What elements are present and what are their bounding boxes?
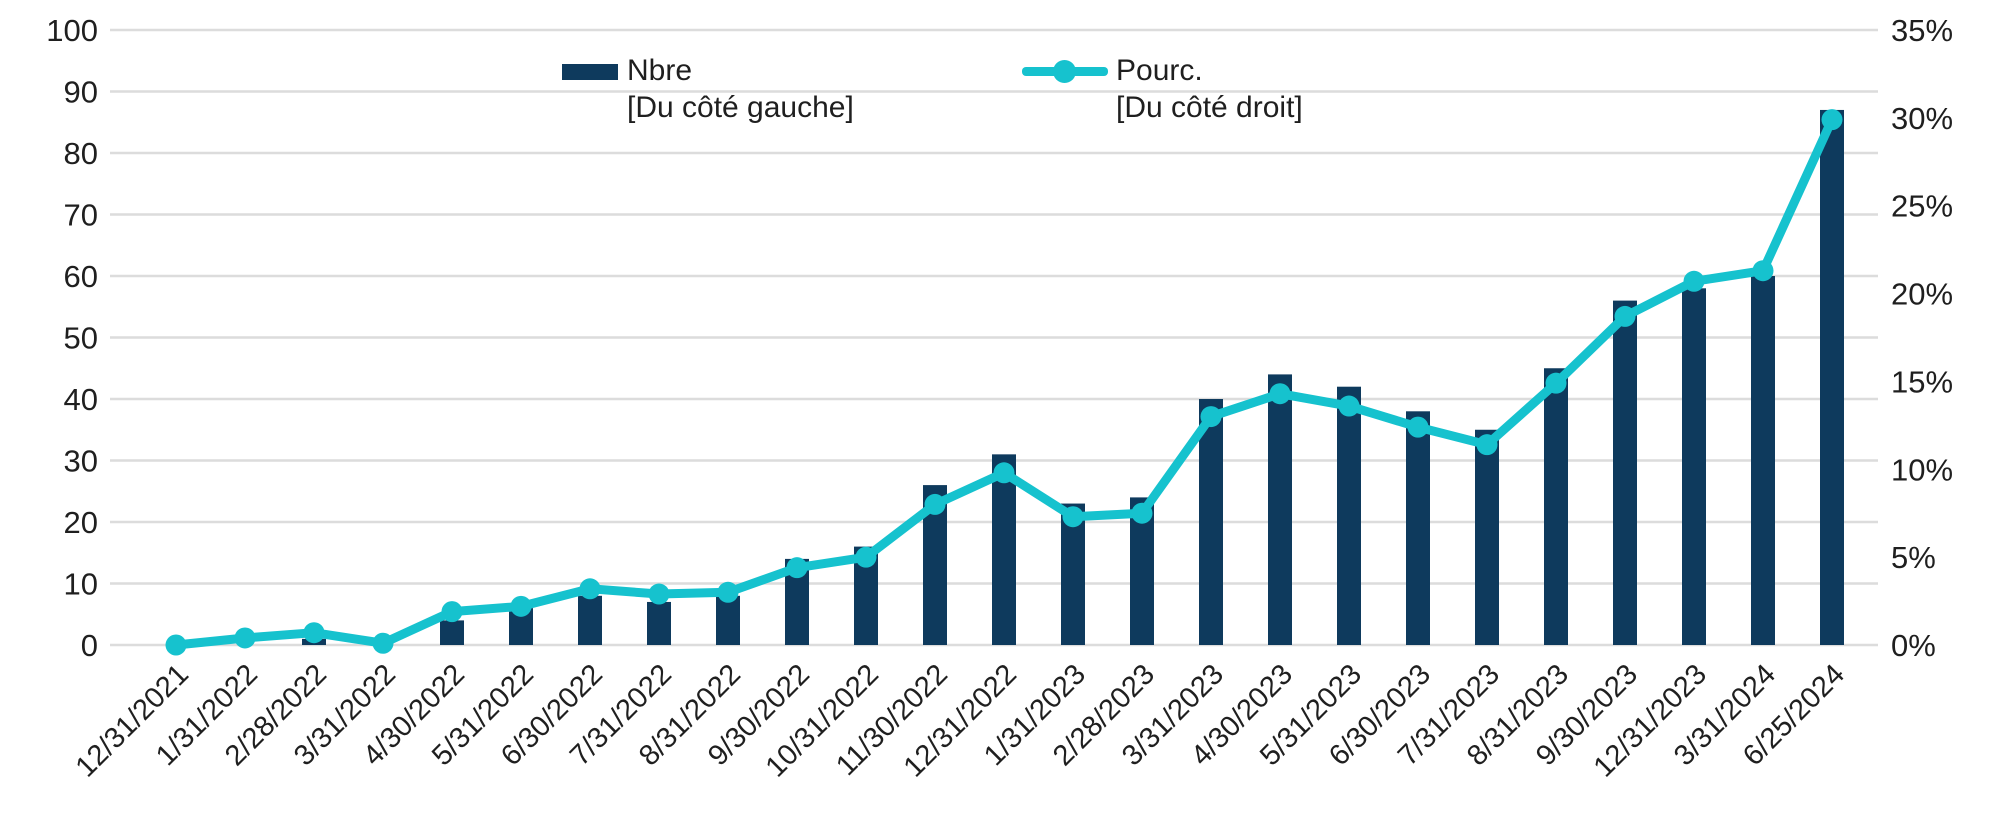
right-axis-tick-label: 15% xyxy=(1891,364,1953,399)
bar xyxy=(1268,374,1292,645)
line-marker xyxy=(510,595,532,617)
bar xyxy=(1682,288,1706,645)
legend-entry-pourc: Pourc. [Du côté droit] xyxy=(1116,52,1303,126)
bar xyxy=(440,620,464,645)
right-axis-tick-label: 5% xyxy=(1891,540,1936,575)
left-axis-tick-label: 0 xyxy=(81,628,98,663)
line-marker xyxy=(1752,260,1774,282)
line-marker xyxy=(1269,383,1291,405)
line-marker xyxy=(372,632,394,654)
bar xyxy=(992,454,1016,645)
right-axis-tick-label: 20% xyxy=(1891,277,1953,312)
bar xyxy=(1199,399,1223,645)
left-axis-tick-label: 60 xyxy=(64,259,98,294)
left-axis-tick-label: 90 xyxy=(64,75,98,110)
left-axis-labels: 0 10 20 30 40 50 60 70 80 90 100 xyxy=(46,13,98,663)
left-axis-tick-label: 80 xyxy=(64,136,98,171)
bar xyxy=(1337,386,1361,645)
legend-dot-icon xyxy=(1053,60,1076,83)
bar xyxy=(647,601,671,645)
left-axis-tick-label: 40 xyxy=(64,382,98,417)
bar xyxy=(578,595,602,645)
line-marker xyxy=(1200,406,1222,428)
line-marker xyxy=(441,601,463,623)
legend-line-marker xyxy=(1022,56,1108,86)
bar xyxy=(1544,368,1568,645)
line-marker xyxy=(1062,506,1084,528)
bar xyxy=(1820,109,1844,645)
line-marker xyxy=(1476,434,1498,456)
bar xyxy=(1406,411,1430,645)
line-marker xyxy=(648,583,670,605)
line-marker xyxy=(303,622,325,644)
line-marker xyxy=(579,578,601,600)
legend-sublabel-nbre: [Du côté gauche] xyxy=(627,91,854,124)
line-series-pourc xyxy=(165,109,1843,656)
bar xyxy=(1751,276,1775,645)
line-marker xyxy=(1614,305,1636,327)
legend-entry-nbre: Nbre [Du côté gauche] xyxy=(627,52,854,126)
right-axis-tick-label: 0% xyxy=(1891,628,1936,663)
bar xyxy=(1475,429,1499,645)
left-axis-tick-label: 50 xyxy=(64,321,98,356)
line-marker xyxy=(1131,502,1153,524)
left-axis-tick-label: 100 xyxy=(46,13,98,48)
bar xyxy=(1613,300,1637,645)
right-axis-tick-label: 10% xyxy=(1891,452,1953,487)
legend-bar-swatch xyxy=(562,64,618,80)
left-axis-tick-label: 70 xyxy=(64,198,98,233)
left-axis-tick-label: 10 xyxy=(64,567,98,602)
legend-sublabel-pourc: [Du côté droit] xyxy=(1116,91,1303,124)
line-marker xyxy=(1683,270,1705,292)
line-marker xyxy=(165,634,187,656)
right-axis-tick-label: 30% xyxy=(1891,101,1953,136)
left-axis-tick-label: 20 xyxy=(64,505,98,540)
line-marker xyxy=(855,546,877,568)
x-axis-labels: 12/31/20211/31/20222/28/20223/31/20224/3… xyxy=(70,658,1851,783)
line-marker xyxy=(1407,416,1429,438)
right-axis-tick-label: 35% xyxy=(1891,13,1953,48)
line-marker xyxy=(1545,372,1567,394)
bar xyxy=(716,595,740,645)
legend-label-nbre: Nbre xyxy=(627,54,693,87)
line-marker xyxy=(1821,109,1843,131)
left-axis-tick-label: 30 xyxy=(64,444,98,479)
line-marker xyxy=(717,581,739,603)
line-marker xyxy=(924,493,946,515)
right-axis-labels: 0% 5% 10% 15% 20% 25% 30% 35% xyxy=(1891,13,1953,663)
right-axis-tick-label: 25% xyxy=(1891,189,1953,224)
gridlines xyxy=(110,28,1878,647)
legend-label-pourc: Pourc. xyxy=(1116,54,1203,87)
line-marker xyxy=(234,627,256,649)
line-marker xyxy=(1338,395,1360,417)
bars-series-nbre xyxy=(302,109,1844,645)
line-marker xyxy=(993,462,1015,484)
line-marker xyxy=(786,557,808,579)
